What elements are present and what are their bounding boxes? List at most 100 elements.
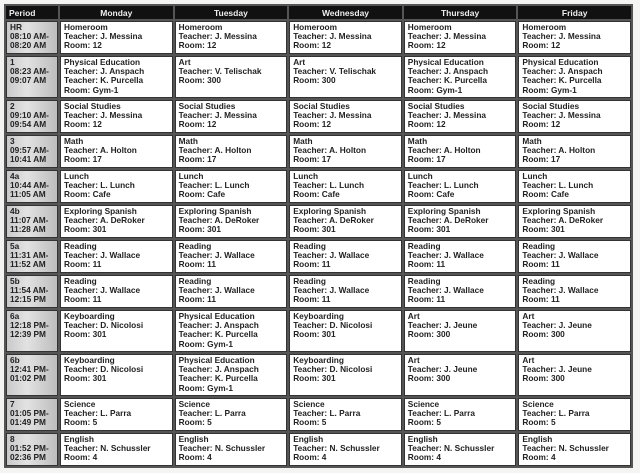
teacher-name: Teacher: N. Schussler xyxy=(293,443,380,454)
class-cell-thursday: Physical Education Teacher: J. Anspach Tea… xyxy=(403,56,517,98)
teacher-name: Teacher: J. Wallace xyxy=(407,250,484,261)
room-number: Room: 17 xyxy=(522,154,561,165)
period-cell: 6b 12:41 PM- 01:02 PM xyxy=(6,354,58,396)
teacher-name: Teacher: L. Parra xyxy=(407,408,475,419)
room-number: Room: Gym-1 xyxy=(522,84,577,95)
room-number: Room: 11 xyxy=(178,259,216,270)
subject-name: Keyboarding xyxy=(293,311,344,321)
room-number: Room: 300 xyxy=(407,329,451,340)
class-cell-wednesday: Social Studies Teacher: J. Messina Room: 1… xyxy=(289,100,402,133)
subject-name: English xyxy=(64,434,94,444)
schedule-row: 6b 12:41 PM- 01:02 PM Keyboarding Teacher: D… xyxy=(6,354,631,396)
teacher-name: Teacher: J. Wallace xyxy=(522,250,599,261)
period-start-time: 09:10 AM- xyxy=(10,110,49,121)
room-number: Room: 301 xyxy=(64,329,107,340)
class-cell-wednesday: Lunch Teacher: L. Lunch Room: Cafe xyxy=(289,170,402,203)
teacher-name: Teacher: A. DeRoker xyxy=(293,215,374,226)
subject-name: Reading xyxy=(64,241,97,251)
subject-name: Math xyxy=(178,136,198,146)
class-cell-tuesday: Physical Education Teacher: J. Anspach Tea… xyxy=(174,354,288,396)
teacher-name: Teacher: D. Nicolosi xyxy=(293,320,373,331)
period-cell: HR 08:10 AM- 08:20 AM xyxy=(6,21,58,54)
room-number: Room: 11 xyxy=(522,259,560,270)
class-cell-thursday: Reading Teacher: J. Wallace Room: 11 xyxy=(403,275,517,308)
period-label: 8 xyxy=(10,434,15,444)
room-number: Room: 301 xyxy=(293,373,336,384)
subject-name: Social Studies xyxy=(178,101,236,111)
class-cell-friday: Art Teacher: J. Jeune Room: 300 xyxy=(518,354,631,396)
room-number: Room: 301 xyxy=(293,224,336,235)
teacher-name: Teacher: J. Messina xyxy=(522,110,601,121)
room-number: Room: 300 xyxy=(407,373,451,384)
schedule-row: 5a 11:31 AM- 11:52 AM Reading Teacher: J. Wa… xyxy=(6,240,631,273)
class-cell-friday: Science Teacher: L. Parra Room: 5 xyxy=(518,398,631,431)
teacher-name: Teacher: N. Schussler xyxy=(522,443,609,454)
teacher-name: Teacher: L. Parra xyxy=(178,408,246,419)
teacher-name: Teacher: J. Messina xyxy=(522,31,601,42)
subject-name: Keyboarding xyxy=(293,355,344,365)
room-number: Room: 5 xyxy=(64,417,98,428)
room-number: Room: 4 xyxy=(407,452,441,463)
subject-name: Physical Education xyxy=(64,57,141,67)
class-cell-thursday: Art Teacher: J. Jeune Room: 300 xyxy=(403,354,517,396)
teacher-name: Teacher: J. Wallace xyxy=(64,250,141,261)
class-cell-monday: Homeroom Teacher: J. Messina Room: 12 xyxy=(60,21,173,54)
subject-name: Physical Education xyxy=(407,57,484,67)
room-number: Room: Gym-1 xyxy=(64,84,119,95)
class-cell-friday: Math Teacher: A. Holton Room: 17 xyxy=(518,135,631,168)
teacher-name: Teacher: J. Anspach xyxy=(64,66,145,77)
room-number: Room: 5 xyxy=(178,417,212,428)
schedule-row: 4a 10:44 AM- 11:05 AM Lunch Teacher: L. Lunc… xyxy=(6,170,631,203)
period-end-time: 08:20 AM xyxy=(10,40,47,51)
subject-name: Homeroom xyxy=(178,22,223,32)
class-cell-monday: Keyboarding Teacher: D. Nicolosi Room: 301 xyxy=(60,354,173,396)
class-cell-friday: Reading Teacher: J. Wallace Room: 11 xyxy=(518,275,631,308)
subject-name: Exploring Spanish xyxy=(522,206,596,216)
room-number: Room: 301 xyxy=(64,373,107,384)
room-number: Room: 17 xyxy=(64,154,102,165)
period-cell: 6a 12:18 PM- 12:39 PM xyxy=(6,310,58,352)
period-end-time: 09:54 AM xyxy=(10,119,47,130)
teacher-name: Teacher: J. Messina xyxy=(407,110,487,121)
room-number: Room: 12 xyxy=(178,40,217,51)
class-cell-tuesday: Art Teacher: V. Telischak Room: 300 xyxy=(174,56,288,98)
period-label: 6a xyxy=(10,311,20,321)
teacher-name: Teacher: V. Telischak xyxy=(178,66,262,77)
class-cell-wednesday: Reading Teacher: J. Wallace Room: 11 xyxy=(289,275,402,308)
period-end-time: 12:39 PM xyxy=(10,329,46,340)
schedule-row: 2 09:10 AM- 09:54 AM Social Studies Teacher:… xyxy=(6,100,631,133)
subject-name: English xyxy=(178,434,209,444)
class-cell-monday: Physical Education Teacher: J. Anspach Tea… xyxy=(60,56,173,98)
subject-name: Physical Education xyxy=(178,355,255,365)
room-number: Room: 301 xyxy=(407,224,451,235)
class-cell-wednesday: Science Teacher: L. Parra Room: 5 xyxy=(289,398,402,431)
subject-name: English xyxy=(293,434,324,444)
subject-name: Science xyxy=(293,399,325,409)
period-start-time: 12:18 PM- xyxy=(10,320,49,331)
class-cell-wednesday: Exploring Spanish Teacher: A. DeRoker Room… xyxy=(289,205,402,238)
teacher-name: Teacher: J. Messina xyxy=(64,31,143,42)
period-label: 3 xyxy=(10,136,15,146)
teacher-name: Teacher: J. Wallace xyxy=(64,285,141,296)
teacher-name: Teacher: J. Wallace xyxy=(178,285,255,296)
teacher-name: Teacher: J. Wallace xyxy=(522,285,599,296)
class-cell-tuesday: Science Teacher: L. Parra Room: 5 xyxy=(174,398,288,431)
teacher-name: Teacher: K. Purcella xyxy=(178,373,258,384)
subject-name: Reading xyxy=(178,276,212,286)
teacher-name: Teacher: J. Messina xyxy=(293,31,372,42)
teacher-name: Teacher: A. DeRoker xyxy=(407,215,489,226)
room-number: Room: 11 xyxy=(64,294,102,305)
teacher-name: Teacher: L. Lunch xyxy=(178,180,250,191)
schedule-row: 5b 11:54 AM- 12:15 PM Reading Teacher: J. Wa… xyxy=(6,275,631,308)
teacher-name: Teacher: A. Holton xyxy=(407,145,481,156)
subject-name: Exploring Spanish xyxy=(178,206,252,216)
teacher-name: Teacher: A. DeRoker xyxy=(178,215,260,226)
class-cell-monday: Exploring Spanish Teacher: A. DeRoker Room… xyxy=(60,205,173,238)
subject-name: Math xyxy=(407,136,428,146)
period-start-time: 08:23 AM- xyxy=(10,66,49,77)
class-cell-thursday: Math Teacher: A. Holton Room: 17 xyxy=(403,135,517,168)
subject-name: Keyboarding xyxy=(64,311,115,321)
room-number: Room: 17 xyxy=(407,154,446,165)
teacher-name: Teacher: J. Messina xyxy=(64,110,143,121)
class-cell-friday: Homeroom Teacher: J. Messina Room: 12 xyxy=(518,21,631,54)
